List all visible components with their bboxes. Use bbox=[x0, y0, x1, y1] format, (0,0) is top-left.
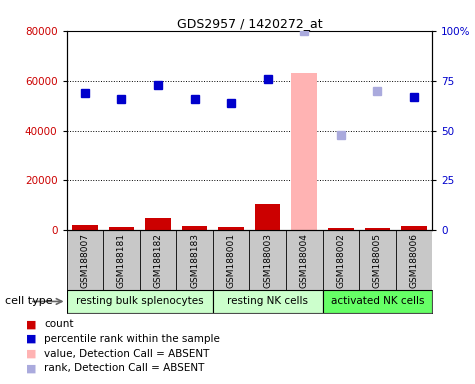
Text: value, Detection Call = ABSENT: value, Detection Call = ABSENT bbox=[44, 349, 209, 359]
Text: ■: ■ bbox=[26, 349, 37, 359]
Text: percentile rank within the sample: percentile rank within the sample bbox=[44, 334, 220, 344]
Bar bbox=[323, 290, 432, 313]
Bar bbox=[401, 226, 427, 230]
Text: GSM188007: GSM188007 bbox=[80, 233, 89, 288]
Bar bbox=[218, 227, 244, 230]
Text: ■: ■ bbox=[26, 363, 37, 373]
Text: GSM188183: GSM188183 bbox=[190, 233, 199, 288]
Text: GSM188004: GSM188004 bbox=[300, 233, 309, 288]
Text: rank, Detection Call = ABSENT: rank, Detection Call = ABSENT bbox=[44, 363, 205, 373]
Text: GSM188003: GSM188003 bbox=[263, 233, 272, 288]
Text: activated NK cells: activated NK cells bbox=[331, 296, 424, 306]
Bar bbox=[72, 225, 97, 230]
Bar bbox=[182, 226, 207, 230]
Text: ■: ■ bbox=[26, 319, 37, 329]
Text: GSM188182: GSM188182 bbox=[153, 233, 162, 288]
Bar bbox=[328, 228, 353, 230]
Bar bbox=[66, 290, 213, 313]
Text: GSM188001: GSM188001 bbox=[227, 233, 236, 288]
Bar bbox=[292, 73, 317, 230]
Text: resting NK cells: resting NK cells bbox=[227, 296, 308, 306]
Text: cell type: cell type bbox=[5, 296, 52, 306]
Bar bbox=[213, 290, 323, 313]
Text: ■: ■ bbox=[26, 334, 37, 344]
Text: resting bulk splenocytes: resting bulk splenocytes bbox=[76, 296, 203, 306]
Bar bbox=[145, 218, 171, 230]
Text: GSM188005: GSM188005 bbox=[373, 233, 382, 288]
Text: GSM188002: GSM188002 bbox=[336, 233, 345, 288]
Title: GDS2957 / 1420272_at: GDS2957 / 1420272_at bbox=[177, 17, 322, 30]
Text: GSM188181: GSM188181 bbox=[117, 233, 126, 288]
Bar bbox=[365, 228, 390, 230]
Text: GSM188006: GSM188006 bbox=[409, 233, 418, 288]
Text: count: count bbox=[44, 319, 74, 329]
Bar bbox=[255, 204, 280, 230]
Bar bbox=[109, 227, 134, 230]
